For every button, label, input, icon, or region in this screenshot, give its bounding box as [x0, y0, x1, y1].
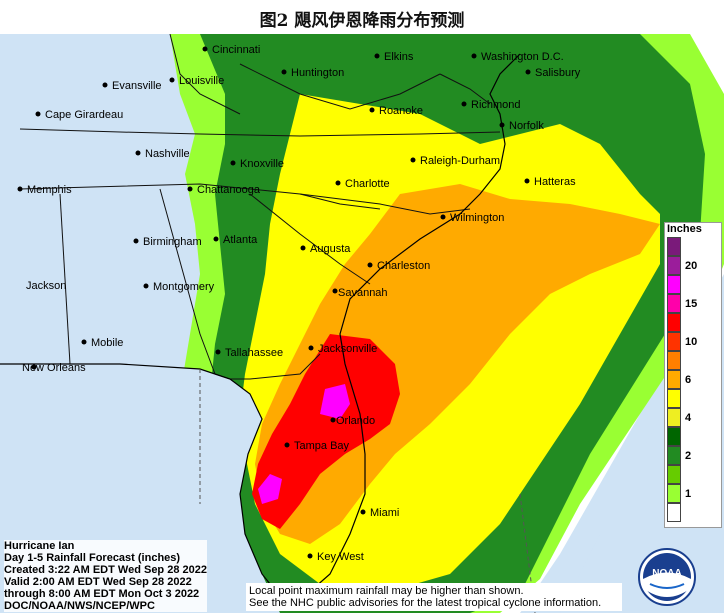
- city-label-cape-girardeau: Cape Girardeau: [45, 109, 123, 121]
- legend-swatch: [667, 408, 681, 427]
- city-label-chattanooga: Chattanooga: [197, 184, 261, 196]
- legend-title: Inches: [667, 223, 702, 235]
- atlantic-ocean: [560, 284, 724, 613]
- city-label-roanoke: Roanoke: [379, 105, 423, 117]
- noaa-logo: NOAA: [638, 548, 696, 606]
- legend-value-label: 6: [685, 374, 692, 386]
- legend-swatch: [667, 503, 681, 522]
- legend-swatch: [667, 389, 681, 408]
- city-label-charlotte: Charlotte: [345, 178, 390, 190]
- legend-value-label: 2: [685, 450, 692, 462]
- city-label-raleigh-durham: Raleigh-Durham: [420, 155, 500, 167]
- city-label-nashville: Nashville: [145, 148, 190, 160]
- legend-swatch: [667, 256, 681, 275]
- info-created: Created 3:22 AM EDT Wed Sep 28 2022: [4, 564, 207, 576]
- legend-swatch: [667, 332, 681, 351]
- city-label-birmingham: Birmingham: [143, 236, 202, 248]
- city-label-richmond: Richmond: [471, 99, 521, 111]
- city-label-louisville: Louisville: [179, 75, 224, 87]
- legend-value-label: 1: [685, 488, 692, 500]
- city-label-new-orleans: New Orleans: [22, 362, 86, 374]
- legend-swatch: [667, 427, 681, 446]
- info-valid-through: through 8:00 AM EDT Mon Oct 3 2022: [4, 588, 200, 600]
- legend-swatch: [667, 484, 681, 503]
- city-label-mobile: Mobile: [91, 337, 123, 349]
- info-agency: DOC/NOAA/NWS/NCEP/WPC: [4, 600, 155, 612]
- rainfall-map: Cincinnati Louisville Evansville Cape Gi…: [0, 34, 724, 613]
- city-label-orlando: Orlando: [336, 415, 375, 427]
- city-label-cincinnati: Cincinnati: [212, 44, 260, 56]
- info-valid-from: Valid 2:00 AM EDT Wed Sep 28 2022: [4, 576, 192, 588]
- city-label-washington: Washington D.C.: [481, 51, 564, 63]
- city-label-hatteras: Hatteras: [534, 176, 576, 188]
- rain-zone-10in: [252, 334, 400, 529]
- legend-value-label: 4: [685, 412, 692, 424]
- city-label-elkins: Elkins: [384, 51, 414, 63]
- city-label-memphis: Memphis: [27, 184, 72, 196]
- city-label-wilmington: Wilmington: [450, 212, 504, 224]
- legend-value-label: 15: [685, 298, 698, 310]
- city-label-atlanta: Atlanta: [223, 234, 258, 246]
- city-label-tampa-bay: Tampa Bay: [294, 440, 350, 452]
- city-label-montgomery: Montgomery: [153, 281, 215, 293]
- city-label-key-west: Key West: [317, 551, 364, 563]
- city-label-jackson: Jackson: [26, 280, 66, 292]
- legend-swatch: [667, 237, 681, 256]
- forecast-info: Hurricane Ian Day 1-5 Rainfall Forecast …: [4, 540, 207, 612]
- city-label-evansville: Evansville: [112, 80, 162, 92]
- rain-zone-15in: [320, 384, 350, 419]
- legend-swatch: [667, 313, 681, 332]
- city-label-savannah: Savannah: [338, 287, 388, 299]
- legend-swatch: [667, 465, 681, 484]
- city-markers: Cincinnati Louisville Evansville Cape Gi…: [17, 44, 581, 563]
- city-label-jacksonville: Jacksonville: [318, 343, 377, 355]
- noaa-logo-text: NOAA: [652, 568, 681, 579]
- state-boundaries: [19, 34, 501, 380]
- rain-zone-6in: [255, 184, 660, 544]
- coastline: [0, 53, 521, 610]
- rainfall-note: Local point maximum rainfall may be high…: [246, 583, 622, 611]
- note-line-2: See the NHC public advisories for the la…: [249, 597, 602, 609]
- city-label-miami: Miami: [370, 507, 399, 519]
- city-label-knoxville: Knoxville: [240, 158, 284, 170]
- city-label-salisbury: Salisbury: [535, 67, 581, 79]
- city-label-augusta: Augusta: [310, 243, 351, 255]
- map-canvas: Cincinnati Louisville Evansville Cape Gi…: [0, 34, 724, 613]
- figure-title: 图2 飓风伊恩降雨分布预测: [259, 11, 465, 31]
- city-label-tallahassee: Tallahassee: [225, 347, 283, 359]
- legend-swatch: [667, 275, 681, 294]
- legend-swatch: [667, 370, 681, 389]
- legend-swatch: [667, 446, 681, 465]
- rain-zone-15in-south: [258, 474, 282, 504]
- note-line-1: Local point maximum rainfall may be high…: [249, 585, 524, 597]
- city-label-charleston: Charleston: [377, 260, 430, 272]
- legend-value-label: 20: [685, 260, 698, 272]
- legend-swatch: [667, 351, 681, 370]
- info-product: Day 1-5 Rainfall Forecast (inches): [4, 552, 181, 564]
- rainfall-legend: Inches 20 15 10 6 4 2 1: [664, 222, 722, 528]
- legend-value-label: 10: [685, 336, 698, 348]
- city-label-huntington: Huntington: [291, 67, 344, 79]
- legend-swatch: [667, 294, 681, 313]
- city-label-norfolk: Norfolk: [509, 120, 544, 132]
- info-storm-name: Hurricane Ian: [4, 540, 75, 552]
